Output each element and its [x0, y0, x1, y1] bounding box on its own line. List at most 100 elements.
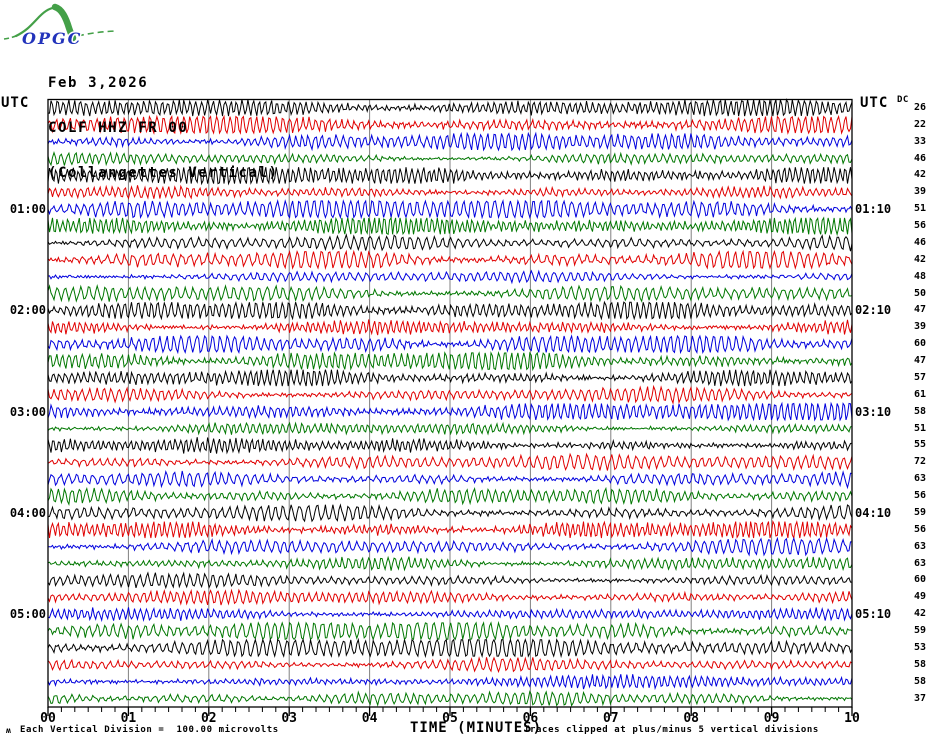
x-tick-label: 00	[40, 711, 56, 726]
dc-value: 55	[913, 439, 926, 451]
dc-value: 51	[913, 203, 926, 215]
x-axis-label: TIME (MINUTES)	[410, 720, 543, 736]
trace-row	[47, 637, 853, 659]
x-tick-label: 07	[602, 711, 619, 726]
dc-value: 51	[913, 422, 926, 434]
right-hour-label: 04:10	[855, 505, 892, 520]
left-hour-label: 03:00	[9, 404, 46, 419]
trace-row	[47, 421, 853, 436]
clip-note: Traces clipped at plus/minus 5 vertical …	[524, 725, 819, 735]
right-axis-title: UTC	[860, 95, 889, 111]
trace-row	[47, 656, 853, 674]
trace-row	[47, 98, 853, 117]
trace-row	[47, 131, 853, 152]
trace-row	[47, 620, 853, 642]
trace-row	[47, 452, 853, 472]
dc-value: 59	[913, 625, 926, 637]
trace-row	[47, 199, 853, 220]
dc-value: 53	[913, 641, 926, 653]
logo-curve-peak	[51, 3, 77, 42]
x-tick-label: 04	[361, 711, 378, 726]
x-tick-label: 06	[522, 711, 539, 726]
right-hour-label: 01:10	[855, 202, 892, 217]
trace-row	[48, 536, 852, 557]
trace-row	[47, 486, 853, 507]
trace-row	[47, 401, 853, 422]
trace-row	[47, 319, 853, 336]
left-hour-label: 05:00	[9, 607, 46, 622]
dc-value: 47	[913, 355, 926, 367]
dc-value: 57	[913, 371, 926, 383]
dc-value: 42	[913, 169, 926, 181]
dc-value: 63	[913, 540, 926, 552]
margin-glyph: ʍ	[6, 726, 11, 735]
header-station-code: COLF HHZ FR 00	[48, 120, 189, 136]
left-hour-label: 04:00	[9, 505, 46, 520]
logo-dash-left	[3, 34, 19, 40]
dc-value: 37	[913, 692, 926, 704]
trace-row	[47, 588, 853, 606]
trace-row	[47, 334, 853, 355]
trace-row	[47, 469, 853, 490]
left-hour-label: 01:00	[9, 202, 46, 217]
trace-row	[47, 606, 853, 623]
dc-value: 39	[913, 186, 926, 198]
dc-value: 26	[913, 101, 926, 113]
x-tick-label: 02	[200, 711, 217, 726]
dc-value: 39	[913, 321, 926, 333]
dc-value: 47	[913, 304, 926, 316]
dc-value: 33	[913, 135, 926, 147]
dc-value: 22	[913, 118, 926, 130]
left-axis-title: UTC	[1, 95, 30, 111]
dc-value: 60	[913, 338, 926, 350]
trace-row	[47, 216, 853, 237]
trace-row	[47, 555, 853, 572]
x-tick-label: 05	[442, 711, 458, 726]
trace-row	[47, 184, 853, 200]
trace-row	[47, 690, 853, 707]
dc-value: 72	[913, 456, 926, 468]
dc-value: 56	[913, 220, 926, 232]
trace-row	[47, 284, 853, 303]
dc-column-header: DC	[897, 95, 909, 105]
dc-value: 58	[913, 658, 926, 670]
x-tick-label: 08	[683, 711, 700, 726]
right-hour-label: 03:10	[855, 404, 892, 419]
header-date: Feb 3,2026	[48, 75, 149, 91]
dc-value: 63	[913, 473, 926, 485]
x-tick-label: 10	[844, 711, 860, 726]
header-block: Feb 3,2026 COLF HHZ FR 00 (Collangettes …	[48, 46, 279, 211]
right-hour-label: 02:10	[855, 303, 892, 318]
dc-value: 50	[913, 287, 926, 299]
trace-row	[47, 249, 853, 270]
dc-value: 48	[913, 270, 926, 282]
trace-row	[47, 369, 853, 387]
trace-row	[47, 114, 853, 135]
dc-value: 56	[913, 523, 926, 535]
dc-value: 42	[913, 608, 926, 620]
dc-value: 46	[913, 152, 926, 164]
trace-row	[47, 437, 853, 455]
trace-row	[47, 269, 853, 285]
trace-row	[47, 384, 853, 405]
dc-value: 42	[913, 253, 926, 265]
dc-value: 58	[913, 675, 926, 687]
x-tick-label: 09	[763, 711, 780, 726]
trace-row	[47, 165, 853, 186]
trace-row	[47, 571, 852, 590]
right-hour-label: 05:10	[855, 607, 892, 622]
dc-value: 59	[913, 506, 926, 518]
dc-value: 56	[913, 490, 926, 502]
dc-value: 60	[913, 574, 926, 586]
trace-row	[47, 150, 853, 167]
logo-dash-right	[77, 30, 117, 37]
dc-value: 46	[913, 236, 926, 248]
dc-value: 61	[913, 388, 926, 400]
dc-value: 58	[913, 405, 926, 417]
trace-row	[47, 503, 853, 523]
dc-value: 49	[913, 591, 926, 603]
scale-note: Each Vertical Division = 100.00 microvol…	[20, 725, 279, 735]
logo-text: OPGC	[22, 29, 82, 48]
